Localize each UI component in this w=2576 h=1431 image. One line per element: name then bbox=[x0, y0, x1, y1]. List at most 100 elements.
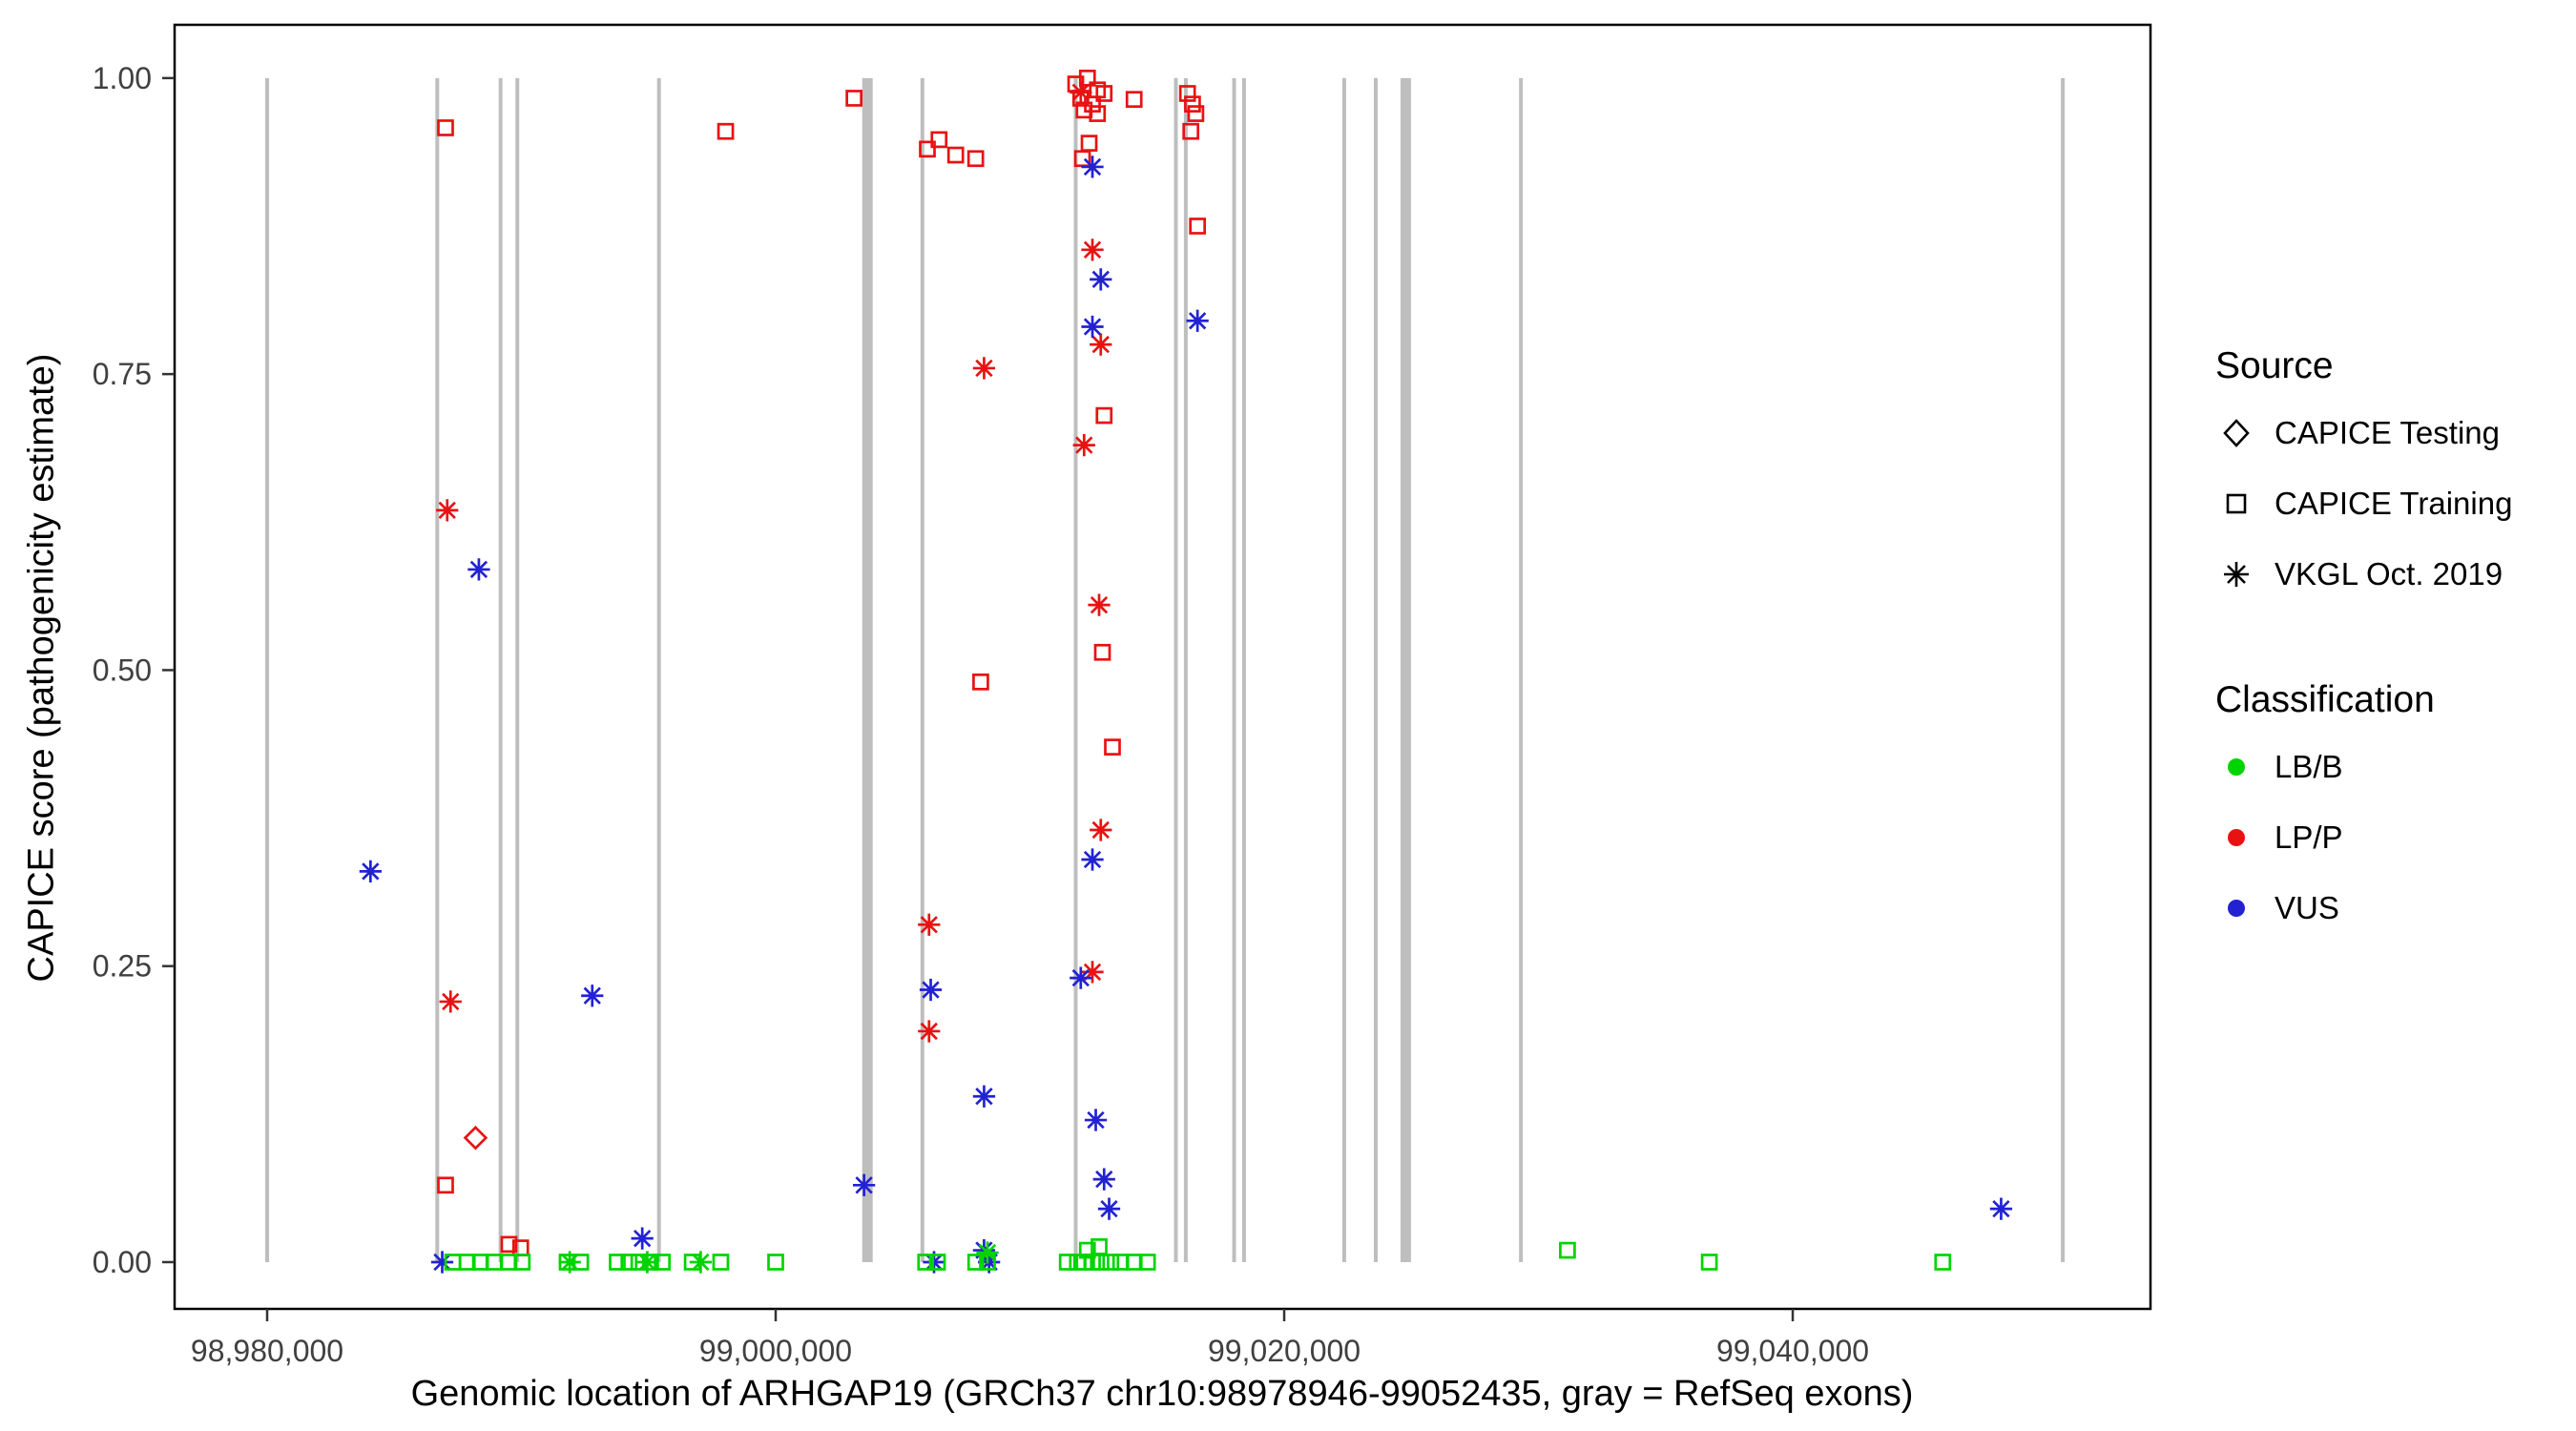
point-square bbox=[1102, 1254, 1120, 1271]
plot-panel-border bbox=[173, 23, 2152, 1311]
legend-item-lpp: LP/P bbox=[2215, 817, 2568, 859]
point-asterisk bbox=[1097, 1197, 1121, 1220]
point-square bbox=[1093, 643, 1111, 661]
legend-item-capice-testing: CAPICE Testing bbox=[2215, 412, 2568, 454]
point-asterisk bbox=[1081, 848, 1104, 871]
point-asterisk bbox=[430, 1251, 454, 1274]
point-asterisk bbox=[972, 1085, 996, 1108]
legend-item-label: VUS bbox=[2275, 890, 2339, 925]
point-asterisk bbox=[1090, 268, 1112, 291]
square-icon bbox=[2226, 493, 2247, 514]
point-square bbox=[917, 1254, 935, 1271]
legend-item-capice-training: CAPICE Training bbox=[2215, 483, 2568, 525]
green-dot-icon bbox=[2228, 758, 2245, 776]
point-square bbox=[767, 1254, 784, 1271]
point-square bbox=[437, 119, 454, 136]
point-asterisk bbox=[1090, 819, 1112, 841]
point-asterisk bbox=[1070, 966, 1092, 989]
svg-text:99,040,000: 99,040,000 bbox=[1716, 1334, 1869, 1368]
point-asterisk bbox=[919, 978, 943, 1002]
data-points bbox=[359, 70, 2013, 1274]
point-asterisk bbox=[1081, 238, 1104, 261]
point-square bbox=[1184, 95, 1201, 114]
point-asterisk bbox=[581, 985, 604, 1007]
point-square bbox=[1058, 1254, 1076, 1271]
point-asterisk bbox=[1072, 433, 1095, 457]
legend-item-vus: VUS bbox=[2215, 887, 2568, 929]
legend-source-title: Source bbox=[2215, 345, 2334, 386]
point-asterisk bbox=[1088, 593, 1111, 616]
point-square bbox=[683, 1254, 701, 1271]
legend-item-label: VKGL Oct. 2019 bbox=[2275, 556, 2503, 591]
legend-item-label: CAPICE Testing bbox=[2275, 415, 2500, 450]
x-axis-title: Genomic location of ARHGAP19 (GRCh37 chr… bbox=[410, 1374, 1914, 1414]
blue-dot-icon bbox=[2228, 900, 2245, 917]
point-square bbox=[1095, 406, 1113, 425]
point-square bbox=[1095, 85, 1113, 102]
point-asterisk bbox=[1081, 315, 1104, 339]
point-square bbox=[966, 150, 985, 168]
point-square bbox=[642, 1254, 659, 1271]
point-square bbox=[1138, 1254, 1156, 1271]
point-square bbox=[1089, 105, 1107, 122]
legend-item-label: CAPICE Training bbox=[2275, 486, 2513, 521]
y-axis-title: CAPICE score (pathogenicity estimate) bbox=[21, 353, 62, 983]
point-square bbox=[1189, 218, 1206, 235]
red-dot-icon bbox=[2228, 829, 2245, 846]
point-asterisk bbox=[359, 860, 382, 883]
point-square bbox=[919, 140, 936, 158]
point-asterisk bbox=[1090, 333, 1112, 356]
point-asterisk bbox=[918, 913, 941, 936]
svg-text:99,000,000: 99,000,000 bbox=[699, 1334, 852, 1368]
point-square bbox=[928, 1254, 946, 1271]
point-square bbox=[1111, 1254, 1130, 1271]
diamond-icon bbox=[2223, 419, 2250, 447]
point-square bbox=[609, 1254, 626, 1271]
point-asterisk bbox=[972, 357, 996, 380]
legend-item-vkgl: VKGL Oct. 2019 bbox=[2215, 553, 2568, 595]
point-asterisk bbox=[436, 499, 459, 522]
point-asterisk bbox=[1081, 961, 1104, 984]
point-asterisk bbox=[1092, 1168, 1115, 1191]
point-square bbox=[1125, 91, 1143, 109]
point-asterisk bbox=[853, 1173, 876, 1196]
point-square bbox=[571, 1254, 590, 1271]
svg-text:99,020,000: 99,020,000 bbox=[1208, 1334, 1361, 1368]
point-square bbox=[966, 1254, 985, 1271]
legend-item-label: LP/P bbox=[2275, 819, 2343, 855]
point-asterisk bbox=[467, 558, 490, 581]
point-square bbox=[712, 1254, 730, 1271]
point-asterisk bbox=[1186, 309, 1209, 332]
point-square bbox=[979, 1254, 996, 1271]
point-square bbox=[1559, 1241, 1576, 1259]
svg-text:0.00: 0.00 bbox=[93, 1245, 152, 1279]
point-asterisk bbox=[978, 1251, 1001, 1274]
point-square bbox=[946, 146, 965, 164]
svg-text:0.25: 0.25 bbox=[93, 949, 152, 984]
point-square bbox=[630, 1254, 648, 1271]
refseq-exon-lines bbox=[265, 77, 2066, 1262]
svg-text:1.00: 1.00 bbox=[93, 61, 152, 95]
point-diamond bbox=[463, 1125, 488, 1151]
point-square bbox=[1934, 1254, 1952, 1271]
point-square bbox=[717, 122, 735, 140]
point-square bbox=[1178, 85, 1196, 102]
legend-source-group: Source CAPICE Testing CAPICE Training VK… bbox=[2215, 345, 2568, 595]
point-asterisk bbox=[631, 1227, 654, 1250]
legend-item-label: LB/B bbox=[2275, 749, 2343, 784]
point-asterisk bbox=[1084, 1109, 1108, 1131]
point-square bbox=[1104, 738, 1121, 756]
asterisk-icon bbox=[2224, 562, 2249, 587]
point-square bbox=[1080, 135, 1098, 152]
point-square bbox=[654, 1254, 672, 1271]
point-square bbox=[930, 131, 948, 149]
legend-item-lbb: LB/B bbox=[2215, 746, 2568, 788]
point-square bbox=[1078, 1241, 1096, 1259]
point-square bbox=[500, 1235, 518, 1254]
legend-classification-group: Classification LB/B LP/P VUS bbox=[2215, 679, 2568, 929]
point-square bbox=[513, 1254, 531, 1271]
point-asterisk bbox=[1070, 81, 1092, 104]
point-square bbox=[1182, 122, 1200, 140]
